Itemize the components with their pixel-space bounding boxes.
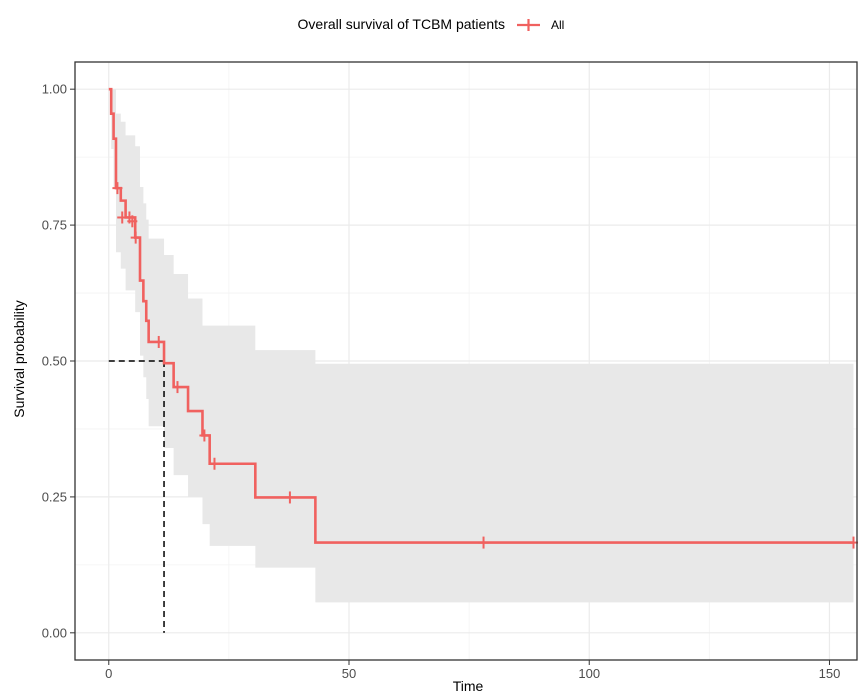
censor-mark (199, 429, 210, 442)
legend-title: Overall survival of TCBM patients (298, 16, 505, 32)
y-tick-label: 0.50 (42, 354, 67, 369)
plot-panel (74, 61, 858, 661)
x-axis: 0 50 100 150 (105, 660, 840, 681)
x-tick-label: 50 (342, 666, 356, 681)
censor-mark (284, 491, 295, 504)
censor-mark (130, 231, 141, 244)
y-axis: 0.00 0.25 0.50 0.75 1.00 (42, 82, 75, 640)
censor-mark (112, 182, 123, 195)
y-tick-label: 0.75 (42, 218, 67, 233)
y-tick-label: 1.00 (42, 82, 67, 97)
legend-key-all (517, 19, 540, 31)
legend: Overall survival of TCBM patients All (298, 16, 565, 32)
y-tick-label: 0.25 (42, 489, 67, 504)
x-tick-label: 100 (578, 666, 600, 681)
censor-mark (127, 215, 138, 228)
censor-marks (112, 182, 858, 549)
censor-mark (153, 335, 164, 348)
x-axis-title: Time (453, 678, 484, 693)
censor-mark (209, 457, 220, 470)
survival-curve-all (108, 87, 854, 544)
x-tick-label: 0 (105, 666, 112, 681)
x-tick-label: 150 (819, 666, 841, 681)
censor-mark (478, 536, 489, 549)
censor-mark (172, 381, 183, 394)
confidence-band (108, 89, 854, 603)
y-axis-title: Survival probability (11, 300, 27, 418)
y-tick-label: 0.00 (42, 625, 67, 640)
legend-label-all: All (551, 18, 564, 32)
